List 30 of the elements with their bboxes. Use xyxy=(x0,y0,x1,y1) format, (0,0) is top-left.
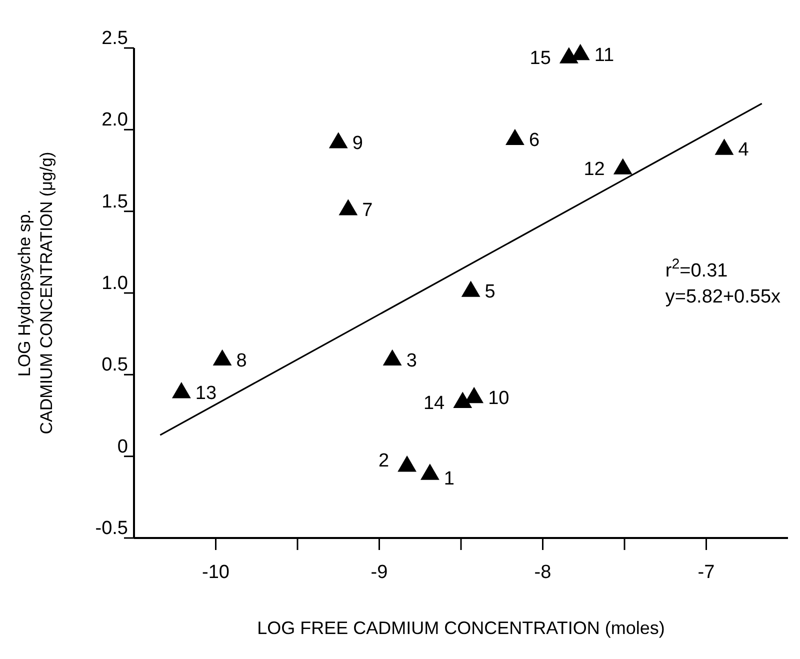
annotation: r$^{2}$=0.31 xyxy=(665,256,728,282)
y-tick-label: 0 xyxy=(117,436,128,458)
annotation: 9 xyxy=(352,133,363,154)
y-tick-label: 1.5 xyxy=(102,191,128,212)
annotation: 1 xyxy=(444,468,455,490)
x-axis-title: LOG FREE CADMIUM CONCENTRATION (moles) xyxy=(257,618,665,638)
annotation: 2 xyxy=(378,450,390,472)
annotation: 14 xyxy=(423,392,446,414)
y-tick-label: 1.0 xyxy=(102,273,128,294)
x-tick-label: -8 xyxy=(534,562,552,583)
y-tick-label: 2.0 xyxy=(102,110,128,131)
annotation: 10 xyxy=(488,388,510,409)
x-tick-label: -10 xyxy=(202,562,230,583)
annotation: 12 xyxy=(584,159,605,180)
annotation: 6 xyxy=(528,130,540,151)
annotation: 7 xyxy=(362,200,373,222)
annotation: 4 xyxy=(738,140,750,161)
annotation: 5 xyxy=(484,282,496,303)
text: -0.5 xyxy=(95,518,128,539)
annotation: 11 xyxy=(594,44,614,66)
annotation: 15 xyxy=(530,48,551,70)
x-tick-label: -9 xyxy=(370,562,388,583)
y-tick-label: 0.5 xyxy=(102,354,128,376)
annotation: 13 xyxy=(195,383,217,404)
y-tick-label: 2.5 xyxy=(102,28,128,49)
y-axis-title: LOG Hydropsyche sp. CADMIUM CONCENTRATION (μg/g) xyxy=(15,152,56,434)
annotation: 8 xyxy=(236,350,247,372)
x-tick-label: -7 xyxy=(698,562,715,583)
annotation: 3 xyxy=(406,350,417,372)
annotation: y=5.82+0.55x xyxy=(665,286,782,308)
